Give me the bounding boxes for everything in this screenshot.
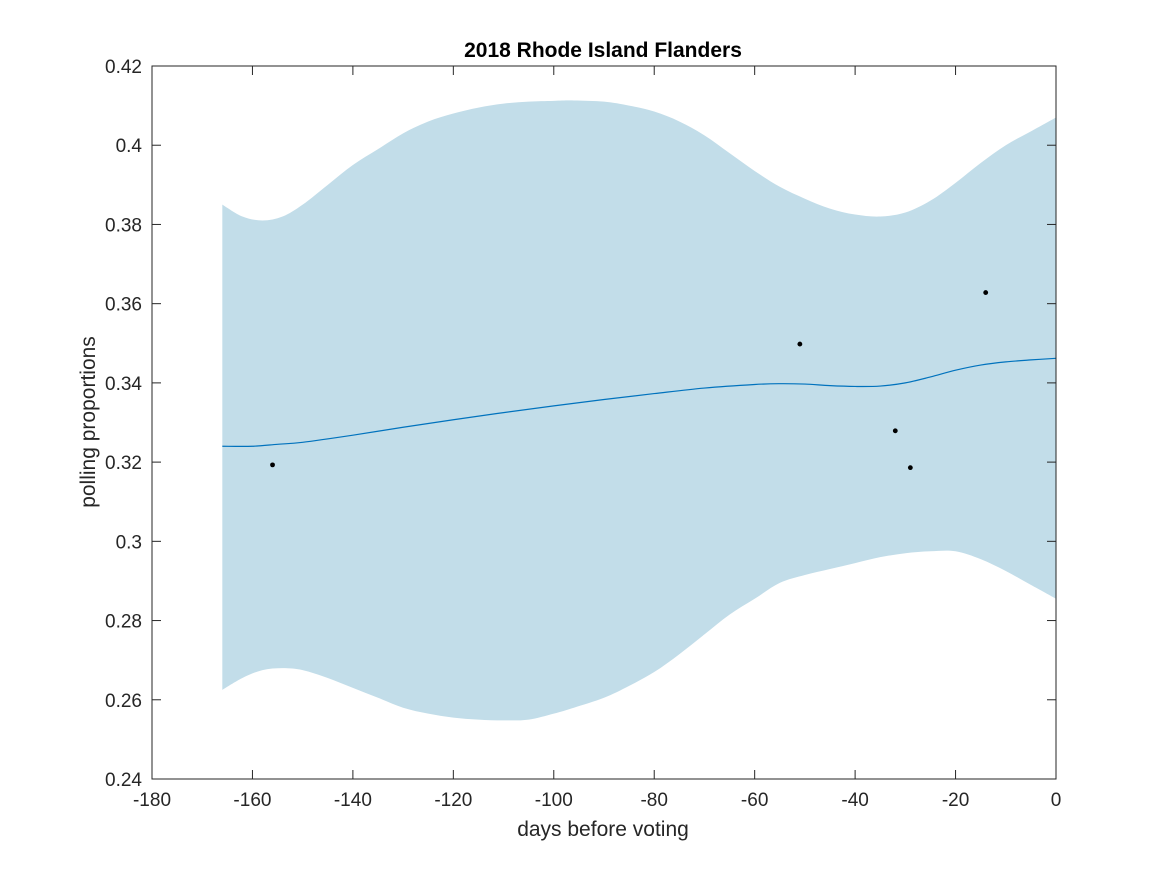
poll-point [892,428,898,434]
y-tick-label: 0.38 [105,215,142,236]
x-tick-label: -120 [434,790,472,811]
poll-point [270,462,275,468]
x-tick-label: 0 [1051,790,1062,811]
y-tick-label: 0.26 [105,691,142,712]
x-tick-label: -60 [741,790,768,811]
poll-point [983,290,989,295]
x-tick-label: -40 [841,790,868,811]
mean-trend-line [222,357,1057,448]
poll-point [907,465,913,471]
y-tick-label: 0.3 [116,532,142,553]
poll-point [797,341,803,347]
x-tick-label: -80 [640,790,667,811]
y-axis-label: polling proportions [77,336,100,508]
x-axis-label: days before voting [517,818,689,841]
y-tick-label: 0.32 [105,453,142,474]
x-tick-label: -160 [233,790,271,811]
y-tick-label: 0.42 [105,57,142,78]
x-tick-label: -100 [535,790,573,811]
x-tick-label: -20 [942,790,969,811]
y-tick-label: 0.24 [105,770,142,791]
y-tick-label: 0.36 [105,295,142,316]
y-tick-label: 0.28 [105,612,142,633]
x-tick-label: -180 [133,790,171,811]
y-tick-label: 0.4 [116,136,143,157]
axes-box [151,65,1057,780]
chart-title: 2018 Rhode Island Flanders [464,39,742,62]
x-tick-label: -140 [334,790,372,811]
y-tick-label: 0.34 [105,374,142,395]
confidence-band [222,100,1056,721]
